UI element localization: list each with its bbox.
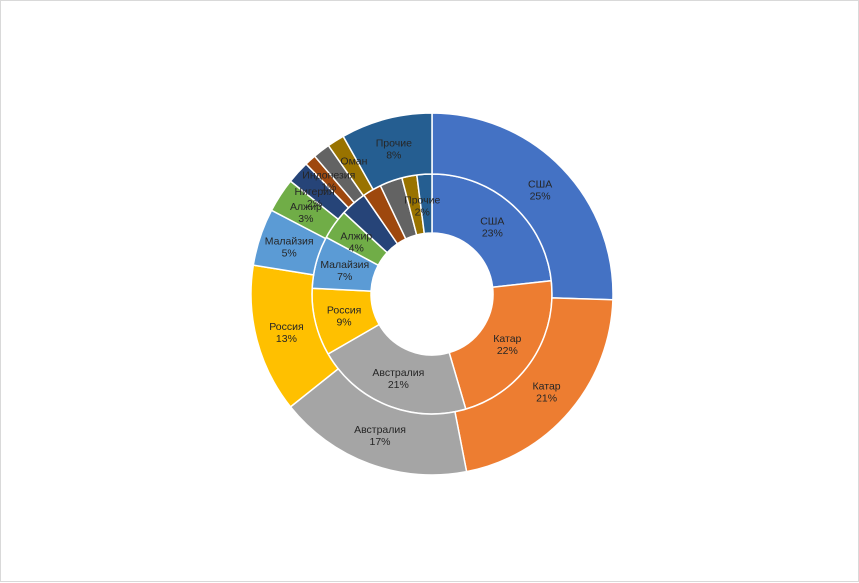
outer-data-label: Индонезия 1% — [302, 170, 355, 194]
outer-data-label: Малайзия 5% — [265, 236, 314, 260]
inner-data-label: Катар 22% — [493, 333, 521, 357]
inner-data-label: Алжир 4% — [340, 231, 372, 255]
outer-data-label: Австралия 17% — [354, 424, 406, 448]
outer-data-label: США 25% — [528, 178, 552, 202]
inner-ring — [311, 173, 553, 415]
outer-data-label: Алжир 3% — [290, 201, 322, 225]
outer-data-label: Нигерия 2% — [294, 186, 334, 210]
outer-data-label: Оман — [340, 156, 367, 168]
outer-data-label: Прочие 8% — [376, 137, 412, 161]
inner-data-label: США 23% — [480, 216, 504, 240]
inner-data-label: Прочие 2% — [404, 195, 440, 219]
outer-slice-Прочие — [342, 112, 433, 191]
inner-data-label: Россия 9% — [327, 304, 361, 328]
outer-data-label: Россия 13% — [269, 321, 303, 345]
inner-data-label: Малайзия 7% — [320, 259, 369, 283]
outer-ring — [250, 112, 614, 476]
outer-data-label: Катар 21% — [533, 381, 561, 405]
inner-data-label: Австралия 21% — [372, 367, 424, 391]
